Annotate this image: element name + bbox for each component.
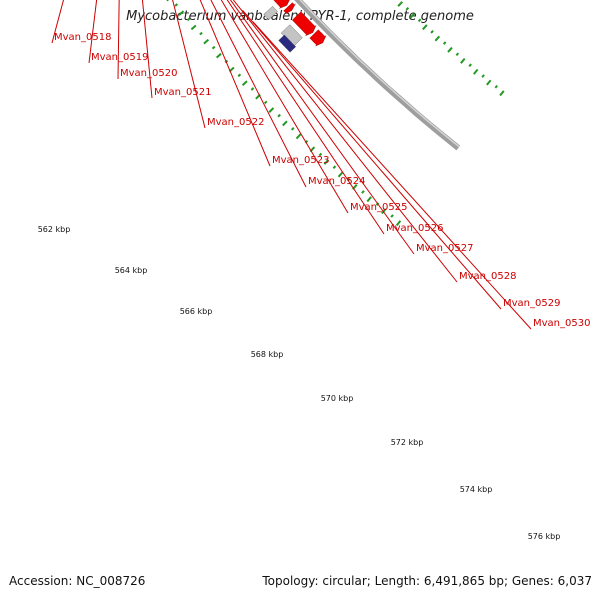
outer-minor-tick bbox=[332, 165, 337, 169]
outer-major-tick bbox=[295, 133, 302, 140]
outer-minor-tick bbox=[390, 214, 394, 218]
leader-line bbox=[210, 0, 307, 188]
genome-backbone bbox=[294, 0, 461, 151]
inner-major-tick bbox=[409, 12, 416, 19]
inner-minor-tick bbox=[405, 6, 410, 11]
gene-track bbox=[263, 0, 327, 53]
outer-major-tick bbox=[241, 80, 248, 86]
outer-major-tick bbox=[366, 196, 372, 203]
outer-minor-tick bbox=[361, 190, 365, 194]
inner-minor-tick bbox=[430, 30, 434, 34]
scale-label: 576 kbp bbox=[528, 532, 561, 541]
outer-minor-tick bbox=[174, 3, 179, 7]
outer-major-tick bbox=[178, 10, 185, 16]
leader-line bbox=[226, 0, 385, 235]
outer-minor-tick bbox=[263, 100, 268, 105]
inner-major-tick bbox=[460, 57, 466, 64]
inner-minor-tick bbox=[455, 52, 460, 57]
outer-minor-tick bbox=[186, 17, 191, 22]
inner-minor-tick bbox=[481, 74, 485, 78]
outer-minor-tick bbox=[237, 73, 242, 78]
leader-line bbox=[199, 0, 271, 167]
leader-line bbox=[172, 0, 206, 129]
gene-arrow bbox=[283, 2, 296, 15]
leader-line bbox=[51, 0, 65, 44]
inner-major-tick bbox=[486, 79, 492, 86]
gene-arrow bbox=[309, 29, 327, 47]
outer-major-tick bbox=[381, 208, 387, 215]
genome-summary-text: Topology: circular; Length: 6,491,865 bp… bbox=[262, 574, 592, 588]
outer-minor-tick bbox=[318, 152, 323, 157]
gene-arrow bbox=[273, 0, 290, 9]
scale-label: 566 kbp bbox=[180, 307, 213, 316]
outer-major-tick bbox=[395, 220, 402, 227]
inner-major-tick bbox=[499, 90, 505, 97]
leader-line bbox=[242, 9, 502, 310]
gene-label[interactable]: Mvan_0526 bbox=[386, 223, 443, 234]
gene-label[interactable]: Mvan_0527 bbox=[416, 243, 473, 254]
leader-line bbox=[233, 0, 458, 283]
scale-label: 568 kbp bbox=[251, 350, 284, 359]
accession-text: Accession: NC_008726 bbox=[9, 574, 146, 588]
inner-major-tick bbox=[434, 35, 441, 42]
gene-label[interactable]: Mvan_0520 bbox=[120, 68, 177, 79]
inner-minor-tick bbox=[442, 41, 447, 45]
gene-label[interactable]: Mvan_0521 bbox=[154, 87, 211, 98]
label-leader-lines bbox=[51, 0, 532, 330]
inner-minor-tick bbox=[417, 18, 422, 23]
scale-label: 574 kbp bbox=[460, 485, 493, 494]
outer-major-tick bbox=[282, 120, 288, 127]
inner-major-tick bbox=[397, 1, 404, 7]
scale-label: 564 kbp bbox=[115, 266, 148, 275]
gray-feature bbox=[263, 6, 278, 20]
gene-arrow bbox=[292, 11, 317, 36]
inner-major-tick bbox=[473, 68, 479, 75]
gene-label[interactable]: Mvan_0519 bbox=[91, 52, 148, 63]
inner-major-tick bbox=[422, 24, 428, 31]
leader-line bbox=[117, 0, 120, 80]
outer-major-tick bbox=[190, 24, 197, 31]
leader-line bbox=[252, 21, 532, 330]
outer-major-tick bbox=[268, 107, 275, 113]
gene-label[interactable]: Mvan_0522 bbox=[207, 117, 264, 128]
outer-major-tick bbox=[166, 0, 170, 2]
outer-major-tick bbox=[203, 38, 210, 45]
gene-label[interactable]: Mvan_0525 bbox=[350, 202, 407, 213]
scale-label: 562 kbp bbox=[38, 225, 71, 234]
outer-major-tick bbox=[215, 52, 222, 59]
scale-labels: 562 kbp 564 kbp 566 kbp 568 kbp 570 kbp … bbox=[38, 225, 561, 541]
scale-label: 572 kbp bbox=[391, 438, 424, 447]
inner-tick-ring bbox=[397, 1, 505, 97]
backbone-line bbox=[294, 0, 461, 151]
leader-line bbox=[229, 0, 415, 255]
inner-minor-tick bbox=[494, 84, 498, 89]
gene-label[interactable]: Mvan_0529 bbox=[503, 298, 560, 309]
outer-minor-tick bbox=[290, 127, 295, 131]
gene-label[interactable]: Mvan_0524 bbox=[308, 176, 365, 187]
outer-minor-tick bbox=[199, 31, 203, 36]
gene-labels: Mvan_0518 Mvan_0519 Mvan_0520 Mvan_0521 … bbox=[54, 32, 590, 329]
outer-major-tick bbox=[323, 159, 330, 165]
gene-label[interactable]: Mvan_0523 bbox=[272, 155, 329, 166]
scale-label: 570 kbp bbox=[321, 394, 354, 403]
leader-line bbox=[88, 0, 98, 64]
backbone-highlight bbox=[299, 0, 460, 148]
inner-minor-tick bbox=[468, 63, 472, 68]
gene-label[interactable]: Mvan_0528 bbox=[459, 271, 516, 282]
dark-blue-feature bbox=[278, 34, 297, 53]
outer-minor-tick bbox=[211, 45, 216, 50]
outer-tick-ring bbox=[166, 0, 402, 227]
outer-minor-tick bbox=[277, 113, 281, 118]
outer-minor-tick bbox=[250, 87, 255, 91]
inner-major-tick bbox=[447, 46, 453, 53]
gene-label[interactable]: Mvan_0530 bbox=[533, 318, 590, 329]
leader-line bbox=[220, 0, 349, 214]
leader-line bbox=[141, 0, 153, 99]
outer-major-tick bbox=[337, 171, 344, 178]
gene-label[interactable]: Mvan_0518 bbox=[54, 32, 111, 43]
